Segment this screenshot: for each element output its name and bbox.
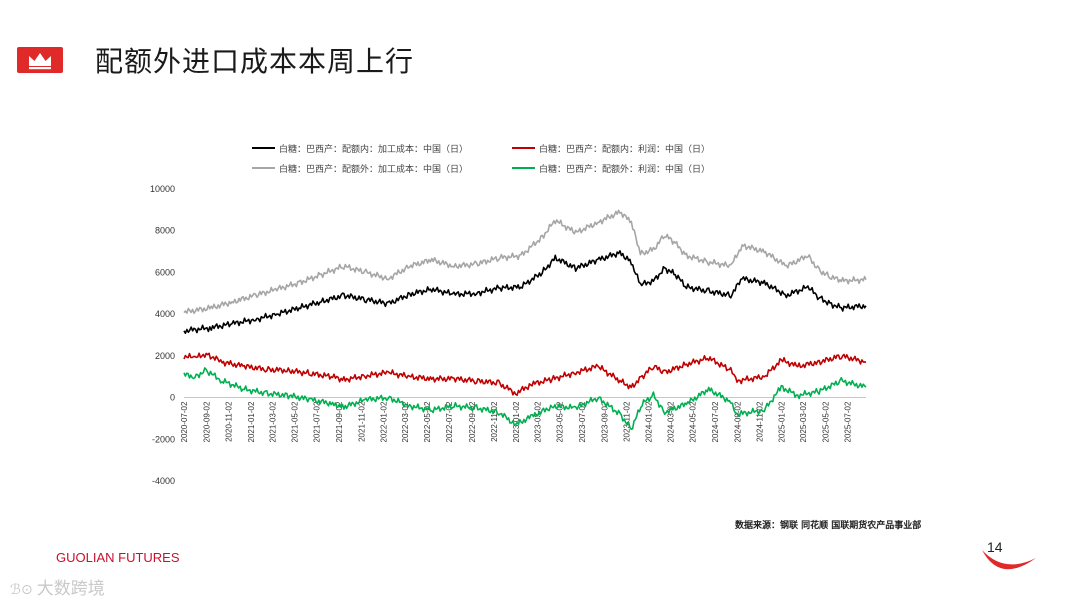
y-tick-label: 0	[170, 393, 175, 403]
y-tick-label: -2000	[152, 434, 175, 444]
x-tick-label: 2022-01-02	[379, 401, 388, 442]
legend-label: 白糖：巴西产：配额外：加工成本：中国（日）	[279, 163, 468, 175]
watermark-text: 大数跨境	[36, 579, 105, 599]
x-tick-label: 2020-07-02	[180, 401, 189, 442]
y-tick-label: 10000	[150, 184, 175, 194]
x-tick-label: 2023-03-02	[534, 401, 543, 442]
x-tick-label: 2024-01-02	[645, 401, 654, 442]
series-layer	[183, 209, 867, 431]
x-tick-label: 2025-05-02	[821, 401, 830, 442]
slide-title: 配额外进口成本本周上行	[95, 45, 415, 78]
legend-label: 白糖：巴西产：配额外：利润：中国（日）	[539, 163, 710, 175]
y-tick-label: 8000	[155, 226, 175, 236]
y-tick-label: 6000	[155, 267, 175, 277]
x-tick-label: 2021-03-02	[268, 401, 277, 442]
x-tick-label: 2021-01-02	[247, 401, 256, 442]
chart-legend: 白糖：巴西产：配额内：加工成本：中国（日） 白糖：巴西产：配额内：利润：中国（日）…	[252, 143, 710, 175]
x-tick-label: 2023-09-02	[600, 401, 609, 442]
series-line-1	[183, 352, 867, 397]
series-line-0	[183, 250, 867, 335]
series-line-3	[183, 367, 867, 431]
data-source-note: 数据来源：钢联 同花顺 国联期货农产品事业部	[735, 521, 922, 531]
x-tick-label: 2024-11-02	[756, 401, 765, 442]
x-tick-label: 2022-07-02	[445, 401, 454, 442]
x-tick-label: 2024-03-02	[667, 401, 676, 442]
x-tick-label: 2020-09-02	[203, 401, 212, 442]
swoosh-logo-icon	[982, 550, 1036, 570]
x-tick-label: 2022-05-02	[423, 401, 432, 442]
x-tick-label: 2025-07-02	[843, 401, 852, 442]
x-tick-label: 2025-01-02	[778, 401, 787, 442]
x-tick-label: 2021-05-02	[290, 401, 299, 442]
x-tick-label: 2022-11-02	[490, 401, 499, 442]
series-line-2	[183, 209, 867, 315]
x-axis: 2020-07-02 2020-09-02 2020-11-02 2021-01-02…	[180, 401, 852, 442]
y-tick-label: 4000	[155, 309, 175, 319]
legend-label: 白糖：巴西产：配额内：加工成本：中国（日）	[279, 143, 468, 155]
x-tick-label: 2023-11-02	[623, 401, 632, 442]
legend-label: 白糖：巴西产：配额内：利润：中国（日）	[539, 143, 710, 155]
x-tick-label: 2023-01-02	[512, 401, 521, 442]
x-tick-label: 2024-05-02	[689, 401, 698, 442]
y-tick-label: 2000	[155, 351, 175, 361]
x-tick-label: 2024-07-02	[711, 401, 720, 442]
brand-name: GUOLIAN FUTURES	[56, 550, 180, 565]
watermark-logo-icon: ℬ⊙	[10, 582, 33, 598]
x-tick-label: 2021-11-02	[357, 401, 366, 442]
x-tick-label: 2023-07-02	[578, 401, 587, 442]
x-tick-label: 2020-11-02	[225, 401, 234, 442]
x-tick-label: 2021-09-02	[335, 401, 344, 442]
x-tick-label: 2024-09-02	[733, 401, 742, 442]
x-tick-label: 2022-03-02	[401, 401, 410, 442]
x-tick-label: 2023-05-02	[556, 401, 565, 442]
x-tick-label: 2025-03-02	[799, 401, 808, 442]
crown-logo-icon	[17, 47, 63, 73]
watermark: ℬ⊙ 大数跨境	[10, 574, 105, 599]
page-number: 14	[987, 539, 1003, 555]
x-tick-label: 2021-07-02	[313, 401, 322, 442]
y-tick-label: -4000	[152, 476, 175, 486]
x-tick-label: 2022-09-02	[468, 401, 477, 442]
